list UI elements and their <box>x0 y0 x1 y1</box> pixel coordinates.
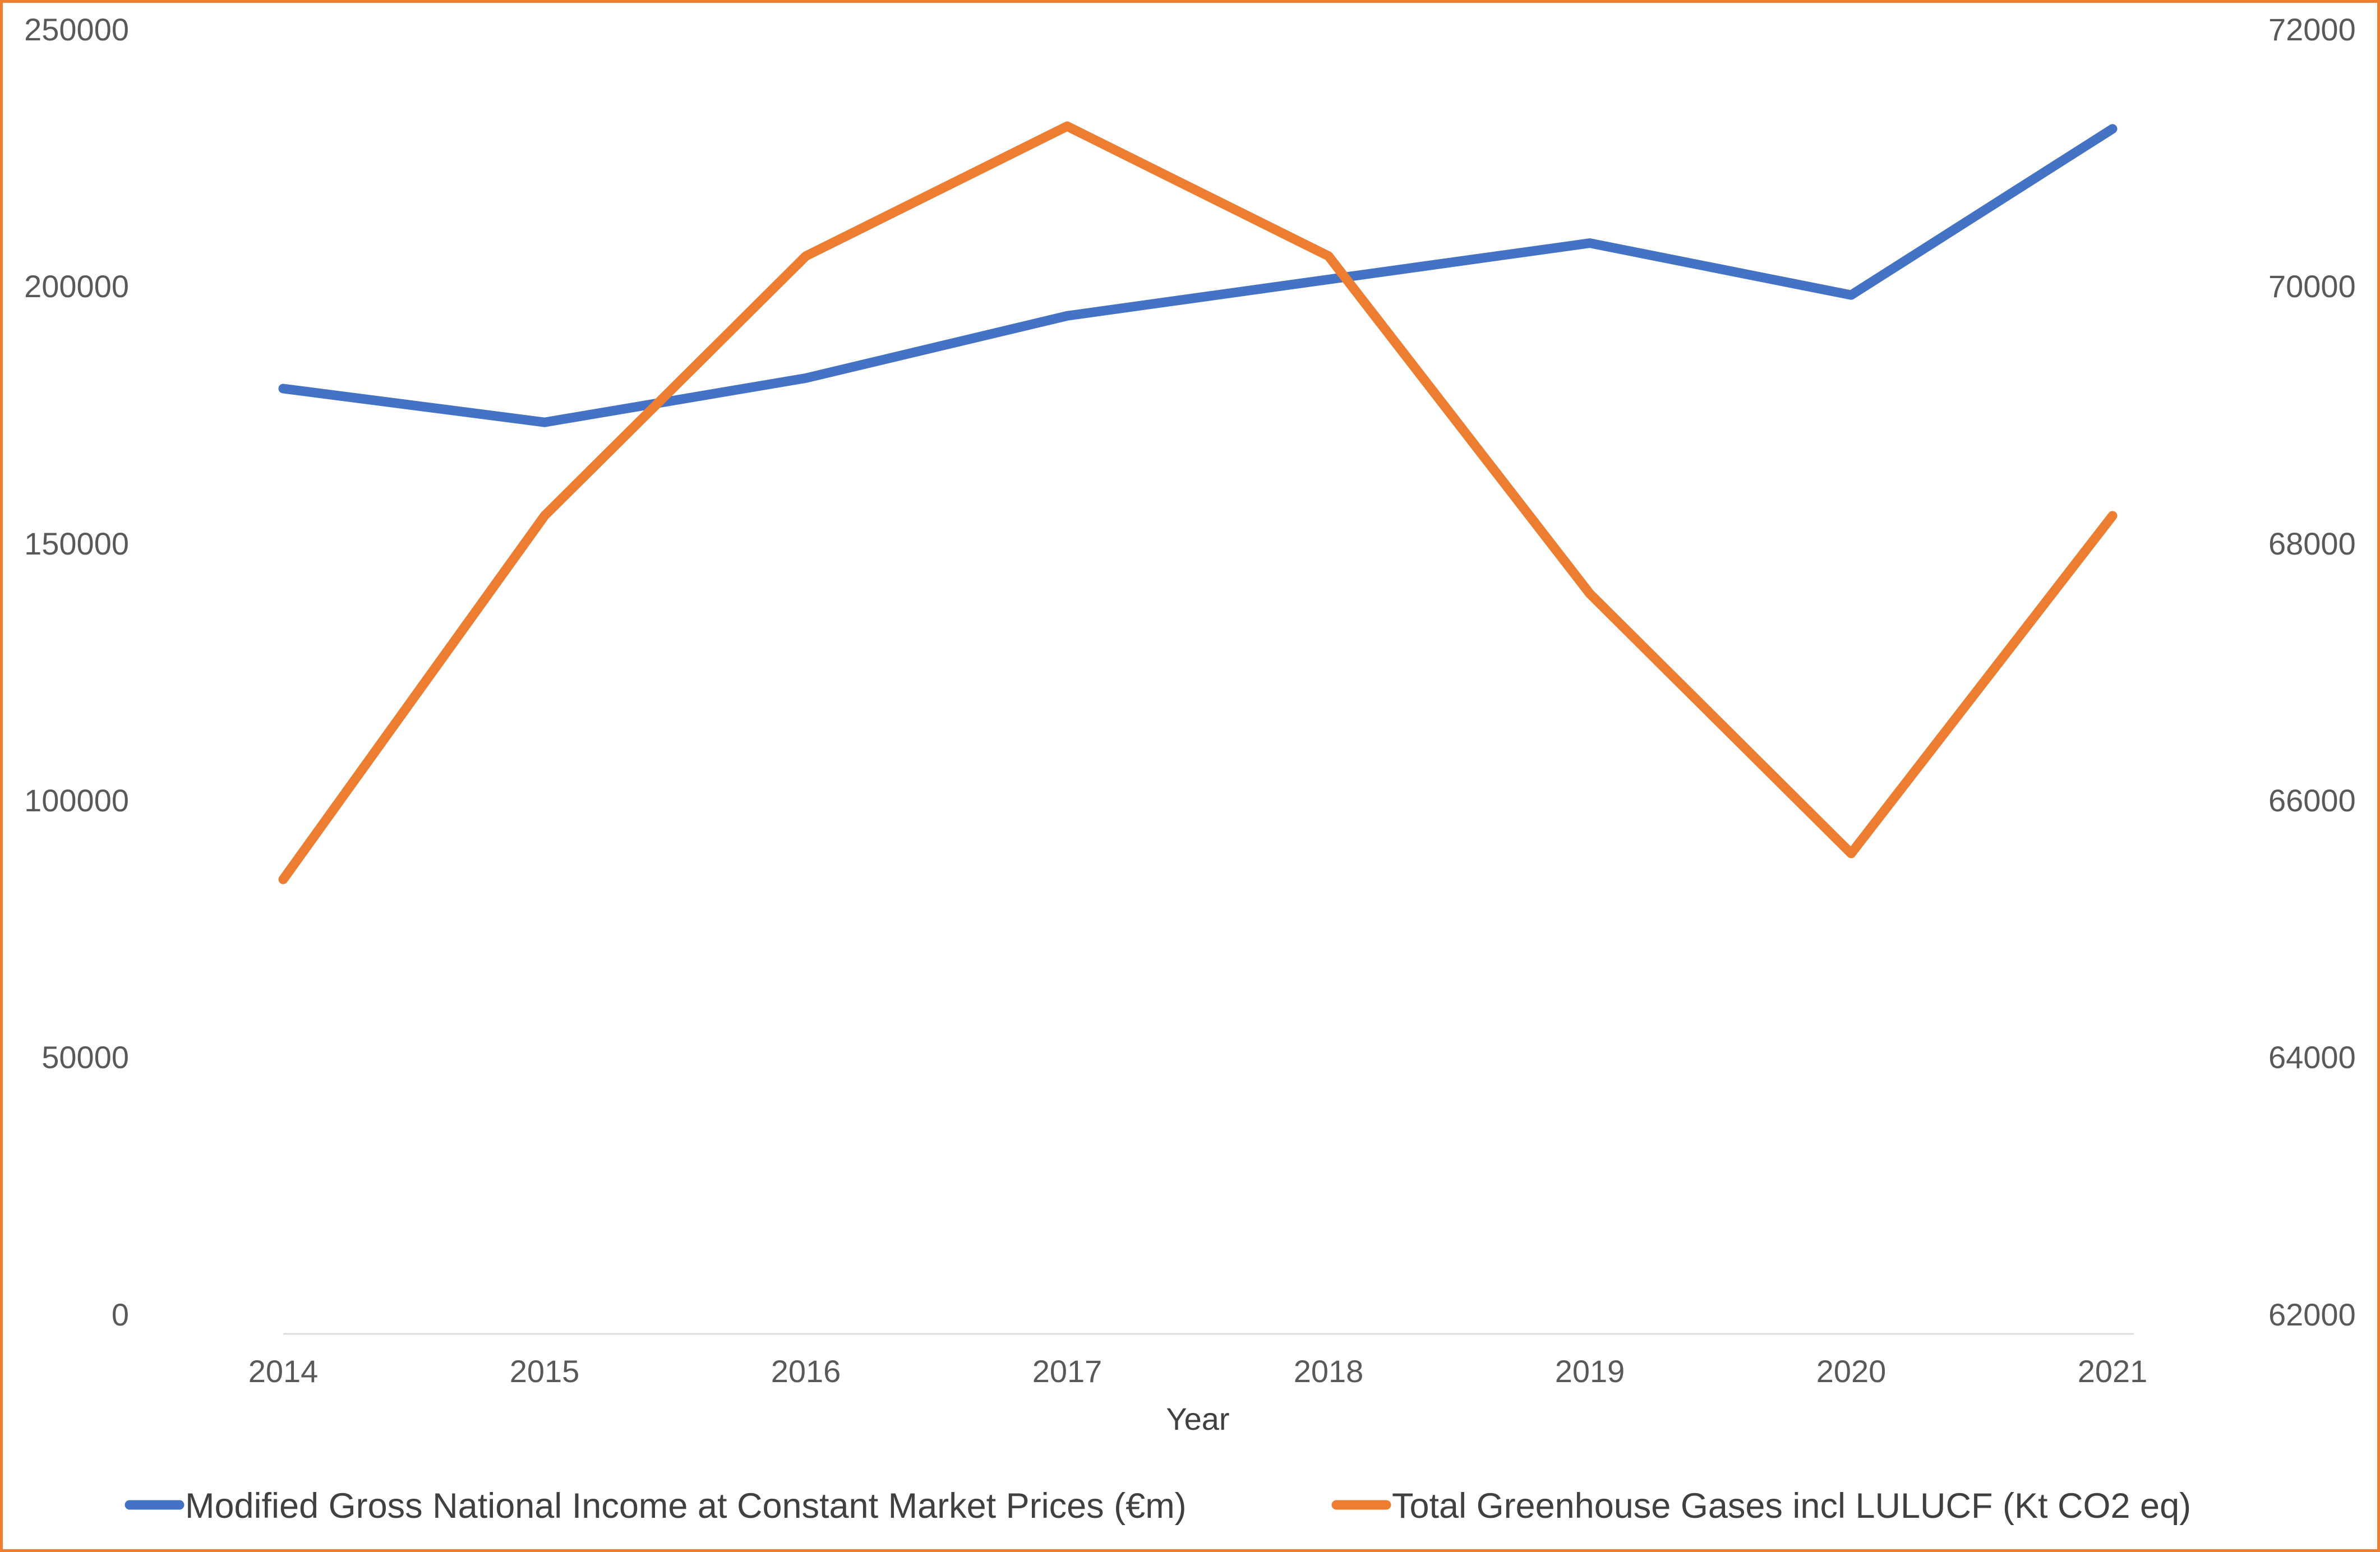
svg-text:2016: 2016 <box>771 1354 841 1389</box>
svg-text:70000: 70000 <box>2268 269 2356 304</box>
svg-text:100000: 100000 <box>24 783 129 818</box>
svg-text:250000: 250000 <box>24 12 129 47</box>
svg-text:2018: 2018 <box>1294 1354 1364 1389</box>
svg-text:66000: 66000 <box>2268 783 2356 818</box>
svg-text:2017: 2017 <box>1032 1354 1103 1389</box>
svg-text:150000: 150000 <box>24 526 129 561</box>
svg-text:64000: 64000 <box>2268 1040 2356 1075</box>
svg-text:50000: 50000 <box>41 1040 129 1075</box>
svg-text:2021: 2021 <box>2078 1354 2148 1389</box>
svg-text:200000: 200000 <box>24 269 129 304</box>
svg-text:Total Greenhouse Gases incl LU: Total Greenhouse Gases incl LULUCF (Kt C… <box>1392 1486 2191 1526</box>
svg-text:2015: 2015 <box>510 1354 580 1389</box>
svg-text:2014: 2014 <box>248 1354 319 1389</box>
svg-text:72000: 72000 <box>2268 12 2356 47</box>
svg-text:Modified Gross National Income: Modified Gross National Income at Consta… <box>185 1486 1187 1526</box>
svg-text:2020: 2020 <box>1816 1354 1887 1389</box>
svg-text:62000: 62000 <box>2268 1297 2356 1332</box>
svg-text:68000: 68000 <box>2268 526 2356 561</box>
svg-text:2019: 2019 <box>1555 1354 1625 1389</box>
svg-text:Year: Year <box>1166 1401 1229 1436</box>
svg-text:0: 0 <box>112 1297 129 1332</box>
